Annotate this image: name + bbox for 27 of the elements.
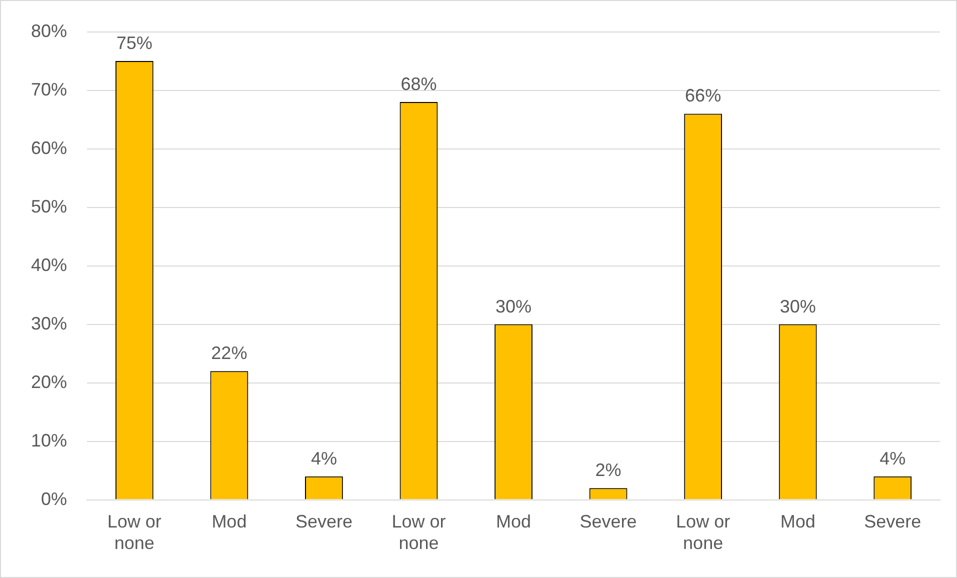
y-tick-label: 30% xyxy=(30,313,68,334)
data-label: 4% xyxy=(880,448,906,468)
x-tick-label: Low or none xyxy=(107,512,162,554)
y-tick-label: 60% xyxy=(30,138,68,158)
data-label: 2% xyxy=(595,460,622,480)
x-tick-label: Mod xyxy=(780,512,816,532)
y-tick-label: 20% xyxy=(30,372,68,392)
y-tick-label: 50% xyxy=(30,196,68,216)
data-label: 4% xyxy=(310,448,337,468)
x-tick-label: Low or none xyxy=(676,512,730,554)
data-label: 75% xyxy=(116,33,152,54)
data-label: 30% xyxy=(780,296,816,316)
y-tick-label: 10% xyxy=(30,430,68,450)
data-label: 66% xyxy=(685,86,722,106)
y-tick-label: 80% xyxy=(30,20,68,41)
y-tick-label: 40% xyxy=(30,254,68,275)
x-tick-label: Low or none xyxy=(392,512,446,554)
y-tick-label: 70% xyxy=(30,79,68,100)
data-label: 22% xyxy=(211,343,248,364)
x-tick-label: Severe xyxy=(295,512,352,532)
x-tick-label: Mod xyxy=(212,512,247,532)
x-tick-label: Severe xyxy=(580,512,637,532)
y-tick-label: 0% xyxy=(41,488,68,509)
data-label: 30% xyxy=(496,296,532,316)
data-label: 68% xyxy=(400,74,437,94)
x-tick-label: Mod xyxy=(496,512,532,532)
x-tick-label: Severe xyxy=(864,512,922,532)
